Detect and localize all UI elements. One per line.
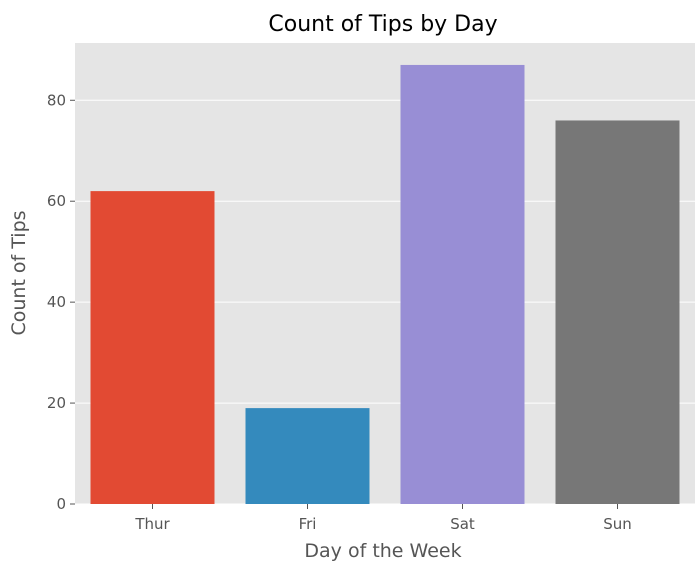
x-axis-label: Day of the Week <box>304 540 461 562</box>
bar-fri <box>245 408 370 504</box>
bars <box>90 64 680 505</box>
x-tick-label: Thur <box>134 515 170 533</box>
y-tick-label: 20 <box>47 394 66 412</box>
x-tick-label: Fri <box>299 515 317 533</box>
bar-sat <box>400 64 525 504</box>
y-tick-label: 60 <box>47 192 66 210</box>
chart-title: Count of Tips by Day <box>268 12 497 37</box>
y-axis-ticks: 0 20 40 60 80 <box>47 91 75 513</box>
x-tick-label: Sat <box>450 515 475 533</box>
x-tick-label: Sun <box>603 515 632 533</box>
x-axis-ticks: Thur Fri Sat Sun <box>134 504 632 533</box>
y-axis-label: Count of Tips <box>8 210 30 335</box>
y-tick-label: 0 <box>56 495 66 513</box>
y-tick-label: 80 <box>47 91 66 109</box>
bar-thur <box>90 191 215 505</box>
y-tick-label: 40 <box>47 293 66 311</box>
bar-sun <box>555 120 680 505</box>
